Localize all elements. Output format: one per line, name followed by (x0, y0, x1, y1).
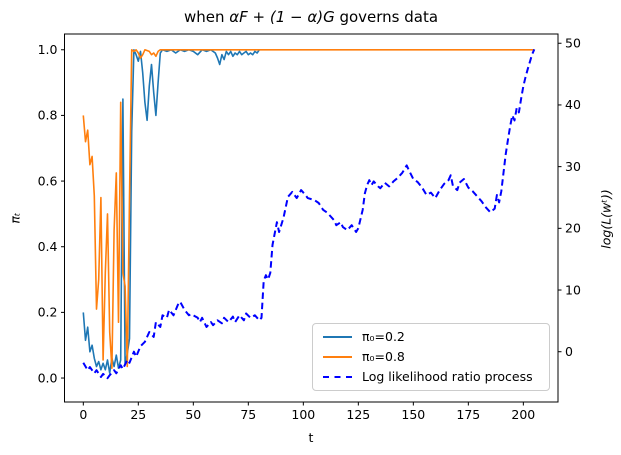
x-tick-label: 100 (291, 407, 315, 422)
legend-entry-0: π₀=0.2 (323, 330, 539, 344)
x-axis-label: t (308, 430, 314, 445)
title-prefix: when (183, 8, 230, 26)
legend-entry-1: π₀=0.8 (323, 350, 539, 364)
series-line-2 (82, 48, 536, 380)
y-left-tick-label: 0.4 (38, 239, 58, 254)
legend-label: Log likelihood ratio process (362, 369, 533, 384)
legend-label: π₀=0.2 (362, 329, 405, 344)
y-axis-label-left: πₜ (7, 212, 23, 224)
legend-line-sample (323, 376, 352, 378)
y-right-tick-label: 50 (565, 36, 581, 51)
x-tick-label: 200 (511, 407, 535, 422)
y-left-tick-label: 0.2 (38, 305, 58, 320)
y-left-tick-label: 1.0 (38, 42, 58, 57)
y-right-tick-label: 20 (565, 221, 581, 236)
y-axis-label-right: log(L(wᵗ)) (598, 189, 614, 249)
y-right-tick-label: 0 (565, 344, 573, 359)
title-suffix: governs data (334, 8, 439, 26)
x-tick-label: 175 (456, 407, 480, 422)
x-tick-label: 0 (79, 407, 87, 422)
x-tick-label: 75 (240, 407, 256, 422)
legend-label: π₀=0.8 (362, 349, 405, 364)
y-left-tick-label: 0.0 (38, 370, 58, 385)
series-line-0 (82, 49, 260, 374)
legend-line-sample (323, 356, 352, 358)
y-right-tick-label: 40 (565, 97, 581, 112)
y-right-tick-label: 30 (565, 159, 581, 174)
series-line-1 (82, 49, 535, 369)
x-tick-label: 25 (130, 407, 146, 422)
chart-title: when αF + (1 − α)G governs data (64, 7, 558, 27)
legend: π₀=0.2 π₀=0.8 Log likelihood ratio process (312, 323, 550, 391)
plot-spines (64, 33, 559, 403)
legend-line-sample (323, 336, 352, 338)
x-tick-label: 150 (401, 407, 425, 422)
y-left-tick-label: 0.6 (38, 173, 58, 188)
y-right-tick-label: 10 (565, 282, 581, 297)
legend-entry-2: Log likelihood ratio process (323, 370, 539, 384)
x-tick-label: 50 (185, 407, 201, 422)
y-left-tick-label: 0.8 (38, 108, 58, 123)
x-tick-label: 125 (346, 407, 370, 422)
title-math: αF + (1 − α)G (229, 8, 335, 26)
